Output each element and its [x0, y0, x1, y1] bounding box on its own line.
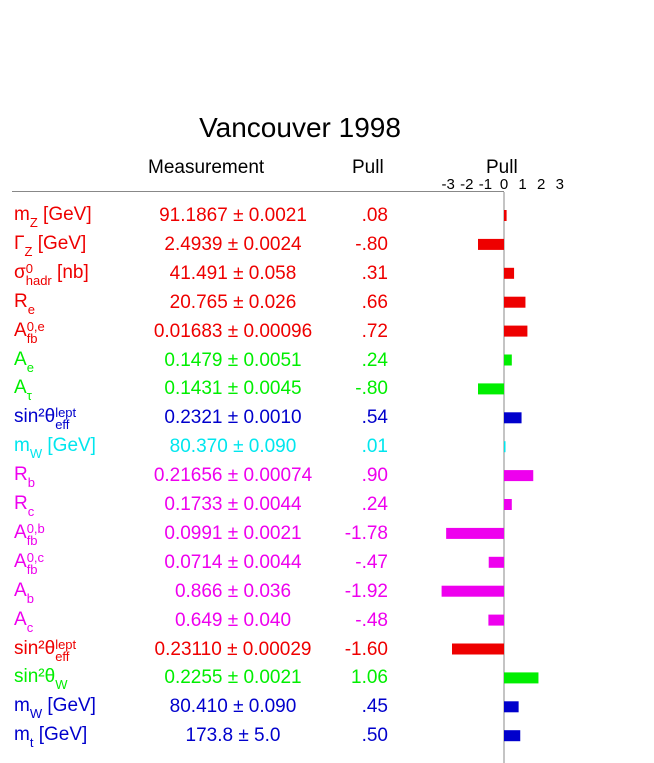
- observable-name: A 0,b fb: [14, 520, 45, 548]
- measurement-value: 91.1867 ± 0.0021: [159, 205, 307, 226]
- observable-name: A τ: [14, 377, 32, 404]
- pull-bar: [488, 556, 504, 568]
- pull-value: -.48: [355, 609, 388, 631]
- observable-name: R e: [14, 290, 35, 317]
- pull-bar: [504, 730, 521, 742]
- pull-value: .72: [361, 320, 388, 342]
- pull-tick-label: -1: [478, 176, 493, 193]
- pull-bar: [504, 325, 528, 337]
- observable-name: A e: [14, 348, 34, 375]
- observable-name: R c: [14, 493, 35, 519]
- pull-tick-label: 2: [537, 176, 546, 193]
- measurement-value: 80.410 ± 0.090: [169, 696, 297, 718]
- pull-bar: [504, 210, 507, 221]
- pull-value: .01: [361, 436, 388, 458]
- observable-name: m Z [GeV]: [14, 204, 92, 230]
- measurement-value: 0.0714 ± 0.0044: [164, 551, 302, 573]
- pull-bar: [504, 499, 512, 510]
- pull-value: .45: [361, 696, 388, 718]
- observable-name: m t [GeV]: [14, 724, 88, 751]
- pull-value: -1.78: [344, 522, 388, 544]
- observable-name: A c: [14, 608, 34, 635]
- pull-value: .66: [361, 291, 388, 313]
- pull-value: -.80: [355, 233, 388, 255]
- measurement-value: 0.21656 ± 0.00074: [153, 465, 313, 487]
- pull-value: -.47: [355, 551, 388, 573]
- measurement-value: 0.01683 ± 0.00096: [153, 320, 313, 342]
- measurement-value: 0.1431 ± 0.0045: [164, 378, 302, 400]
- pull-value: -.80: [355, 378, 388, 400]
- observable-name: A 0,c fb: [14, 549, 45, 577]
- pull-value: .50: [361, 725, 388, 747]
- pull-bar: [441, 585, 504, 597]
- pull-tick-label: -3: [441, 176, 455, 193]
- pull-value: .31: [361, 262, 388, 284]
- observable-name: R b: [14, 464, 35, 491]
- measurement-value: 80.370 ± 0.090: [169, 436, 297, 458]
- pull-value-header: Pull: [352, 157, 384, 178]
- header-divider: [12, 191, 504, 192]
- pull-tick-label: 1: [518, 176, 527, 193]
- observable-name: m W [GeV]: [14, 695, 96, 722]
- observable-name: sin²θ lept eff: [14, 636, 77, 664]
- measurement-value: 0.866 ± 0.036: [174, 580, 292, 602]
- observable-name: sin²θ lept eff: [14, 405, 77, 433]
- observable-name: A b: [14, 579, 34, 606]
- pull-bar: [504, 412, 522, 424]
- measurement-value: 0.2321 ± 0.0010: [164, 407, 302, 429]
- measurement-value: 0.0991 ± 0.0021: [164, 522, 302, 544]
- observable-name: m W [GeV]: [14, 435, 96, 462]
- observable-name: Γ Z [GeV]: [14, 232, 87, 259]
- pull-bar: [504, 354, 512, 366]
- pull-bar: [504, 267, 515, 279]
- pull-value: -1.60: [344, 638, 388, 660]
- pull-tick-label: 0: [499, 176, 509, 193]
- pull-bar: [478, 383, 504, 395]
- pull-bar: [504, 441, 506, 453]
- chart-title: Vancouver 1998: [199, 112, 401, 143]
- pull-bar: [452, 643, 504, 655]
- pull-bar: [504, 296, 526, 308]
- pull-bar: [504, 470, 534, 482]
- pull-bar: [504, 672, 539, 684]
- measurement-header: Measurement: [148, 157, 265, 178]
- pull-tick-label: -2: [460, 176, 474, 193]
- measurement-value: 173.8 ± 5.0: [185, 725, 281, 747]
- measurement-value: 0.23110 ± 0.00029: [154, 638, 312, 660]
- measurement-value: 20.765 ± 0.026: [169, 291, 297, 313]
- pull-value: .90: [361, 465, 388, 487]
- measurement-value: 0.2255 ± 0.0021: [164, 667, 302, 689]
- measurement-value: 0.649 ± 0.040: [174, 609, 292, 631]
- pull-bar: [446, 527, 504, 539]
- pull-axis-label: Pull: [486, 157, 518, 178]
- pull-value: -1.92: [344, 580, 388, 602]
- pull-tick-label: 3: [555, 176, 564, 193]
- observable-name: sin²θ W: [14, 666, 68, 693]
- pull-value: 1.06: [351, 667, 388, 689]
- pull-value: .24: [361, 349, 388, 371]
- measurement-value: 0.1479 ± 0.0051: [164, 349, 302, 371]
- measurement-value: 2.4939 ± 0.0024: [164, 233, 302, 255]
- observable-name: A 0,e fb: [14, 318, 45, 346]
- pull-bar: [478, 238, 504, 250]
- measurement-value: 41.491 ± 0.058: [169, 262, 297, 284]
- pull-bar: [504, 701, 519, 713]
- pull-bar: [488, 614, 504, 626]
- observable-name: σ 0 hadr [nb]: [14, 260, 89, 288]
- measurement-value: 0.1733 ± 0.0044: [164, 494, 302, 515]
- pull-value: .08: [361, 205, 388, 226]
- pull-value: .54: [361, 407, 388, 429]
- pull-value: .24: [361, 494, 388, 515]
